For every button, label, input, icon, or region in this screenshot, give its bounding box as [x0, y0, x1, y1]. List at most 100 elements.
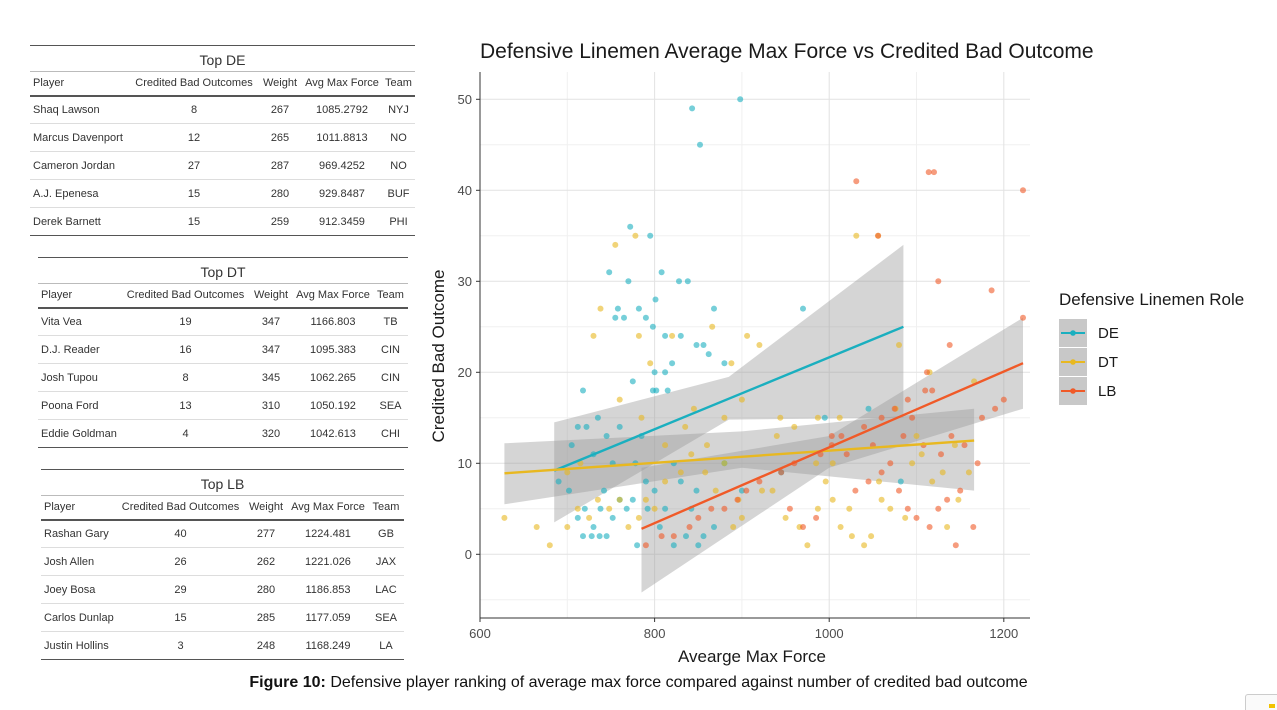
data-point-lb — [756, 478, 763, 485]
col-header: Weight — [244, 495, 288, 521]
data-point-dt — [759, 487, 765, 494]
cell: 16 — [122, 335, 249, 364]
data-point-dt — [702, 469, 709, 476]
cell: 259 — [258, 207, 302, 236]
data-point-de — [597, 505, 604, 512]
data-point-de — [634, 542, 641, 549]
data-point-lb — [992, 405, 999, 412]
cell: 1062.265 — [293, 363, 373, 392]
table-row: Rashan Gary 40 277 1224.481 GB — [41, 519, 404, 548]
data-point-lb — [670, 533, 677, 540]
data-point-dt — [738, 396, 745, 403]
table-top-dt: Top DT Player Credited Bad Outcomes Weig… — [38, 257, 408, 448]
cell: 29 — [117, 575, 244, 604]
data-point-dt — [704, 442, 710, 449]
cell: PHI — [382, 207, 415, 236]
cell: 310 — [249, 391, 293, 420]
data-point-lb — [957, 487, 964, 494]
data-point-dt — [918, 451, 925, 458]
data-point-dt — [836, 414, 843, 421]
data-point-lb — [875, 232, 882, 239]
data-point-lb — [878, 469, 885, 476]
data-point-dt — [688, 451, 695, 458]
figure-caption: Figure 10: Defensive player ranking of a… — [0, 674, 1277, 692]
data-point-de — [677, 478, 684, 485]
data-point-de — [897, 478, 904, 485]
data-point-dt — [616, 496, 623, 503]
cell: 287 — [258, 151, 302, 180]
data-point-dt — [730, 524, 737, 530]
data-point-dt — [965, 469, 972, 476]
data-point-lb — [924, 369, 930, 376]
data-point-dt — [773, 433, 780, 439]
cell: Marcus Davenport — [30, 123, 130, 152]
data-point-lb — [935, 505, 942, 512]
data-point-dt — [814, 414, 821, 421]
cell: 12 — [130, 123, 258, 152]
legend-key-point — [1070, 388, 1076, 394]
cell: D.J. Reader — [38, 335, 122, 364]
data-point-dt — [929, 478, 936, 485]
data-point-de — [683, 533, 689, 540]
cell: 929.8487 — [302, 179, 382, 208]
table-row: Joey Bosa 29 280 1186.853 LAC — [41, 575, 404, 604]
data-point-de — [627, 223, 634, 230]
caption-text: Defensive player ranking of average max … — [325, 674, 1028, 691]
y-axis-label: Credited Bad Outcome — [429, 270, 448, 443]
data-point-dt — [955, 496, 962, 503]
cell: 345 — [249, 363, 293, 392]
data-point-lb — [922, 387, 929, 394]
data-point-lb — [988, 287, 995, 294]
cell: 285 — [244, 603, 288, 632]
data-point-dt — [616, 396, 623, 403]
data-point-de — [711, 305, 717, 312]
data-point-lb — [695, 514, 702, 521]
data-point-dt — [546, 542, 553, 549]
legend-label-de: DE — [1098, 325, 1119, 342]
col-header: Avg Max Force — [288, 495, 368, 521]
table-row: Carlos Dunlap 15 285 1177.059 SEA — [41, 603, 404, 632]
data-point-de — [614, 305, 621, 312]
legend: DE DT LB — [1059, 319, 1119, 405]
x-axis-label: Avearge Max Force — [678, 647, 826, 666]
x-tick-label: 800 — [644, 626, 666, 641]
cell: CIN — [373, 335, 408, 364]
data-point-dt — [902, 514, 909, 521]
corner-widget — [1245, 694, 1277, 710]
data-point-dt — [564, 524, 571, 530]
col-header: Player — [41, 495, 117, 521]
data-point-de — [616, 423, 623, 430]
cell: NO — [382, 123, 415, 152]
data-point-lb — [1000, 396, 1007, 403]
data-point-de — [642, 478, 649, 485]
data-point-lb — [708, 505, 715, 512]
cell: Rashan Gary — [41, 519, 117, 548]
data-point-de — [594, 414, 601, 421]
data-point-lb — [970, 524, 977, 530]
data-point-de — [606, 269, 613, 276]
cell: 26 — [117, 547, 244, 576]
data-point-dt — [669, 332, 676, 339]
confidence-band-de — [554, 244, 904, 523]
col-header: Weight — [258, 71, 302, 97]
data-point-dt — [690, 405, 697, 412]
data-point-de — [609, 514, 616, 521]
cell: 1050.192 — [293, 391, 373, 420]
cell: 969.4252 — [302, 151, 382, 180]
data-point-lb — [925, 169, 932, 176]
table-top-lb: Top LB Player Credited Bad Outcomes Weig… — [41, 469, 404, 660]
data-point-de — [583, 423, 590, 430]
data-point-de — [644, 505, 651, 512]
cell: LAC — [368, 575, 404, 604]
data-point-dt — [769, 487, 776, 494]
data-point-de — [590, 524, 597, 530]
data-point-de — [642, 314, 649, 321]
data-point-lb — [961, 442, 968, 449]
cell: 262 — [244, 547, 288, 576]
data-point-de — [629, 378, 636, 385]
data-point-dt — [829, 460, 836, 467]
table-row: D.J. Reader 16 347 1095.383 CIN — [38, 335, 408, 364]
data-table: Player Credited Bad Outcomes Weight Avg … — [38, 283, 408, 448]
cell: BUF — [382, 179, 415, 208]
data-point-lb — [944, 496, 951, 503]
